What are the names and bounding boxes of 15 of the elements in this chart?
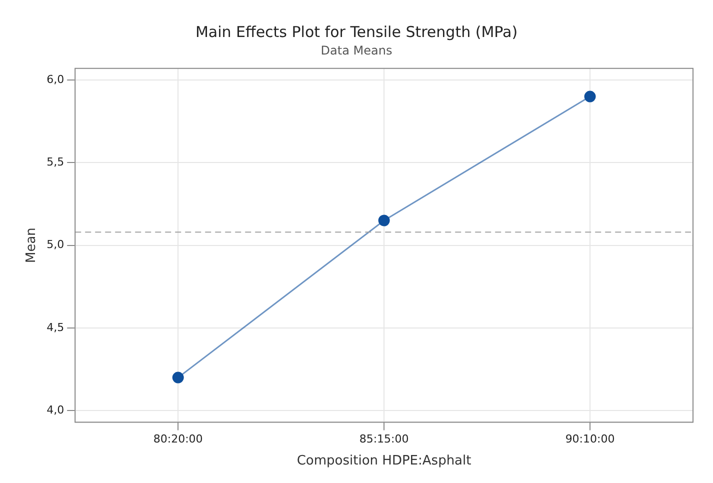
chart-subtitle: Data Means bbox=[320, 43, 392, 58]
y-tick-label: 4,5 bbox=[46, 320, 64, 334]
y-axis-title: Mean bbox=[24, 228, 40, 264]
y-tick-label: 4,0 bbox=[46, 403, 64, 416]
point bbox=[378, 214, 390, 226]
y-tick-label: 6,0 bbox=[46, 72, 64, 86]
point bbox=[584, 90, 596, 102]
x-tick-label: 85:15:00 bbox=[359, 432, 409, 446]
chart-title: Main Effects Plot for Tensile Strength (MPa) bbox=[195, 22, 518, 41]
y-tick-label: 5,5 bbox=[46, 155, 64, 168]
y-tick-label: 5,0 bbox=[46, 238, 64, 252]
point bbox=[172, 372, 184, 384]
x-tick-label: 80:20:00 bbox=[153, 432, 203, 446]
x-axis-title: Composition HDPE:Asphalt bbox=[296, 454, 472, 469]
x-tick-label: 90:10:00 bbox=[565, 432, 615, 446]
